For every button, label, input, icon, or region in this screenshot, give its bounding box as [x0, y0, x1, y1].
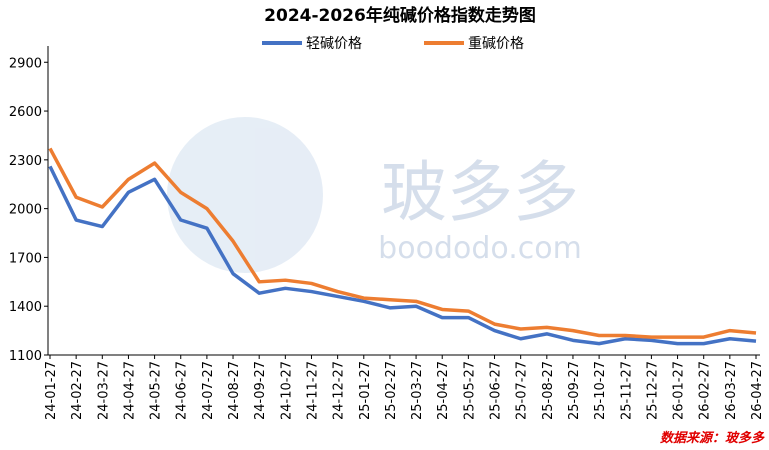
x-tick-label: 26-03-27 [724, 361, 739, 420]
x-tick-label: 25-12-27 [645, 361, 660, 420]
x-tick-label: 24-03-27 [96, 361, 111, 420]
chart-title: 2024-2026年纯碱价格指数走势图 [264, 5, 536, 26]
x-tick-label: 25-04-27 [436, 361, 451, 420]
legend-label: 轻碱价格 [306, 36, 362, 52]
x-tick-label: 24-08-27 [227, 361, 242, 420]
y-tick-label: 1700 [9, 251, 42, 266]
watermark-url: boododo.com [378, 231, 582, 266]
y-tick-label: 2900 [9, 56, 42, 71]
watermark-logo [167, 117, 323, 273]
x-tick-label: 25-07-27 [515, 361, 530, 420]
x-tick-label: 25-11-27 [619, 361, 634, 420]
y-tick-label: 1400 [9, 300, 42, 315]
y-tick-label: 1100 [9, 349, 42, 364]
legend-label: 重碱价格 [468, 36, 524, 52]
y-tick-label: 2000 [9, 203, 42, 218]
x-tick-label: 25-09-27 [567, 361, 582, 420]
x-tick-label: 24-05-27 [149, 361, 164, 420]
x-tick-label: 25-10-27 [593, 361, 608, 420]
x-tick-label: 24-01-27 [44, 361, 59, 420]
x-tick-label: 25-02-27 [384, 361, 399, 420]
x-tick-label: 24-07-27 [201, 361, 216, 420]
x-tick-label: 24-04-27 [122, 361, 137, 420]
series-line [48, 147, 757, 339]
y-tick-label: 2600 [9, 105, 42, 120]
x-tick-label: 25-06-27 [489, 361, 504, 420]
x-tick-label: 24-09-27 [253, 361, 268, 420]
x-tick-label: 24-11-27 [305, 361, 320, 420]
x-tick-label: 25-08-27 [541, 361, 556, 420]
x-tick-label: 24-10-27 [279, 361, 294, 420]
source: 数据来源：玻多多 [660, 430, 765, 446]
x-tick-label: 24-12-27 [332, 361, 347, 420]
x-tick-label: 24-06-27 [175, 361, 190, 420]
x-tick-label: 26-01-27 [672, 361, 687, 420]
series-line [48, 165, 757, 346]
x-tick-label: 25-01-27 [358, 361, 373, 420]
x-tick-label: 26-04-27 [750, 361, 765, 420]
x-tick-label: 25-03-27 [410, 361, 425, 420]
x-tick-label: 25-05-27 [462, 361, 477, 420]
x-tick-label: 26-02-27 [698, 361, 713, 420]
y-tick-label: 2300 [9, 154, 42, 169]
watermark-text: 玻多多 [381, 154, 579, 231]
x-tick-label: 24-02-27 [70, 361, 85, 420]
watermark: 玻多多 boododo.com [167, 117, 582, 273]
